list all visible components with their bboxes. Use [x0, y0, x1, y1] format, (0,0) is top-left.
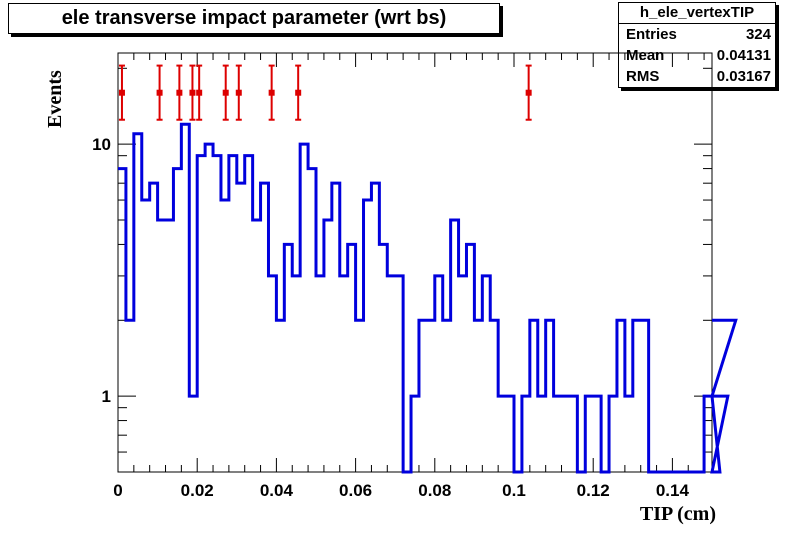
data-marker: [525, 89, 532, 96]
x-tick-label: 0.04: [260, 481, 294, 500]
x-axis-title: TIP (cm): [639, 503, 716, 525]
stats-label: Mean: [626, 47, 665, 64]
chart-title: ele transverse impact parameter (wrt bs): [8, 3, 500, 34]
stats-row-entries: Entries 324: [619, 24, 775, 45]
data-marker: [176, 89, 183, 96]
data-marker: [156, 89, 163, 96]
data-marker: [295, 89, 302, 96]
stats-value: 0.03167: [716, 68, 771, 85]
data-marker: [196, 89, 203, 96]
stats-row-mean: Mean 0.04131: [619, 45, 775, 66]
data-marker: [118, 89, 125, 96]
y-tick-label: 10: [92, 135, 111, 154]
data-marker: [235, 89, 242, 96]
stats-label: Entries: [626, 26, 677, 43]
plot-frame: [117, 52, 713, 473]
x-tick-label: 0.1: [502, 481, 526, 500]
data-marker: [268, 89, 275, 96]
stats-value: 324: [745, 26, 771, 43]
histogram-series: [118, 122, 738, 474]
y-axis-title: Events: [44, 70, 66, 128]
x-tick-label: 0.06: [339, 481, 372, 500]
x-tick-label: 0.08: [418, 481, 451, 500]
stats-box: h_ele_vertexTIP Entries 324 Mean 0.04131…: [618, 2, 776, 88]
data-marker: [189, 89, 196, 96]
y-tick-label: 1: [102, 387, 111, 406]
stats-histogram-name: h_ele_vertexTIP: [619, 3, 775, 24]
stats-value: 0.04131: [716, 47, 771, 64]
x-tick-label: 0.14: [656, 481, 690, 500]
x-tick-label: 0.12: [577, 481, 610, 500]
stats-label: RMS: [626, 68, 660, 85]
data-marker: [222, 89, 229, 96]
x-tick-label: 0: [113, 481, 122, 500]
stats-row-rms: RMS 0.03167: [619, 66, 775, 87]
x-tick-label: 0.02: [181, 481, 214, 500]
